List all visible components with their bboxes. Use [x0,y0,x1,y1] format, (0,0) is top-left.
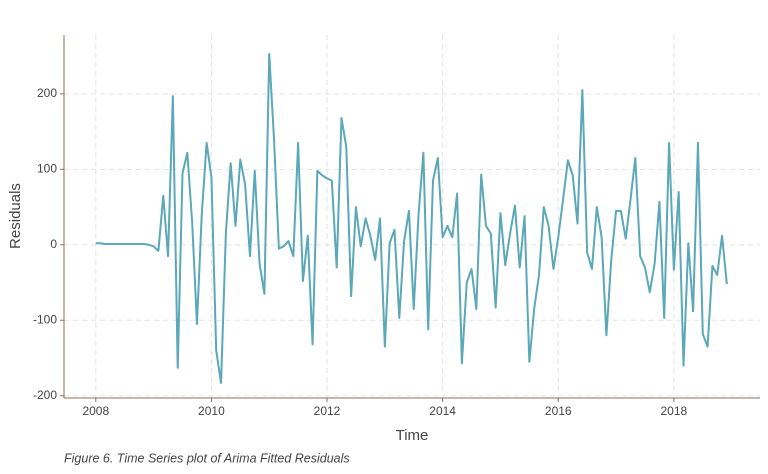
x-axis-title: Time [396,427,429,444]
y-tick-label: -200 [33,388,57,402]
series-line [95,52,728,384]
y-tick-label: -100 [33,312,57,326]
y-tick-label: 200 [37,86,57,100]
y-axis-title: Residuals [7,183,24,249]
x-tick-label: 2012 [314,404,341,418]
x-tick-label: 2016 [545,404,572,418]
x-tick-label: 2008 [82,404,109,418]
y-tick-label: 0 [50,237,57,251]
x-tick-label: 2018 [661,404,688,418]
x-tick-label: 2010 [198,404,225,418]
caption: Figure 6. Time Series plot of Arima Fitt… [64,451,350,465]
y-tick-label: 100 [37,162,57,176]
x-tick-label: 2014 [429,404,456,418]
